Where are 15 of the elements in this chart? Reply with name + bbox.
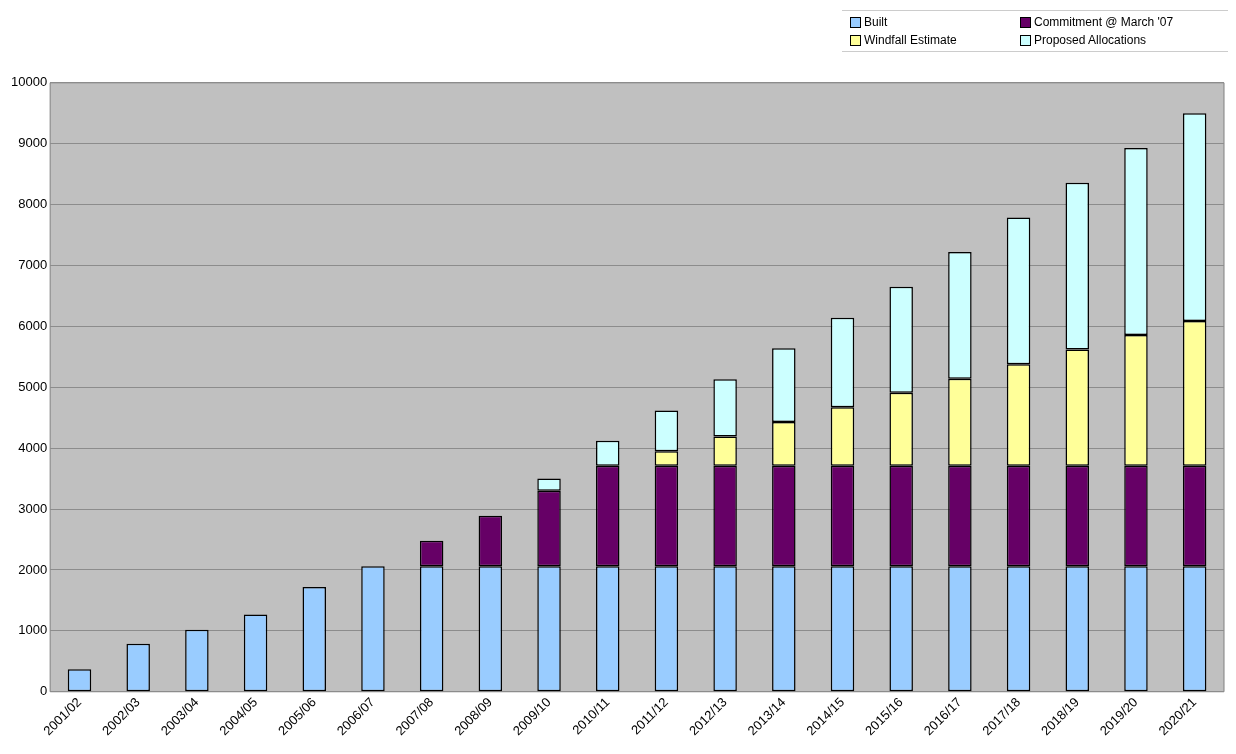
y-tick-label: 0 (39, 683, 48, 699)
legend-label: Windfall Estimate (864, 33, 957, 47)
y-tick-label: 4000 (18, 439, 48, 455)
legend-label: Proposed Allocations (1034, 33, 1147, 47)
y-tick-label: 2000 (18, 561, 48, 577)
y-tick-label: 8000 (18, 196, 48, 212)
legend-label: Commitment @ March '07 (1034, 15, 1174, 29)
legend-label: Built (864, 15, 888, 29)
y-tick-label: 7000 (18, 257, 48, 273)
y-tick-label: 5000 (18, 378, 48, 394)
y-tick-label: 10000 (10, 74, 48, 90)
y-tick-label: 3000 (18, 500, 48, 516)
y-tick-label: 1000 (18, 622, 48, 638)
y-tick-label: 6000 (18, 317, 48, 333)
y-tick-label: 9000 (18, 135, 48, 151)
